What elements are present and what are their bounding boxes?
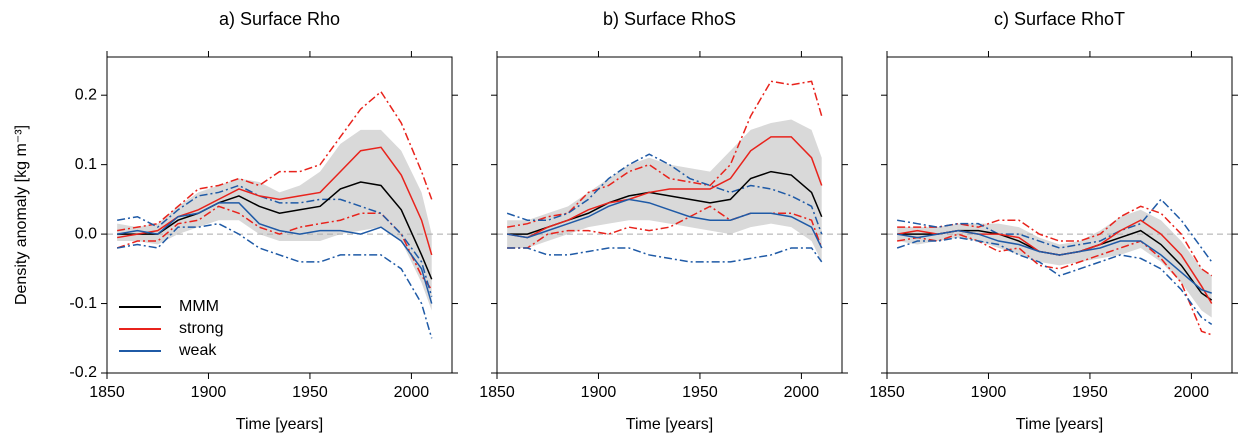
range-line — [897, 198, 1213, 263]
range-line — [117, 90, 433, 232]
x-tick-label: 1900 — [581, 384, 617, 401]
series-line — [117, 202, 433, 304]
y-axis-label: Density anomaly [kg m⁻³] — [13, 125, 30, 305]
range-line — [507, 136, 823, 239]
legend-label: weak — [178, 342, 217, 359]
y-tick-label: 0.0 — [75, 225, 97, 242]
range-line — [117, 184, 433, 297]
plot-frame — [106, 56, 453, 374]
x-tick-label: 1900 — [971, 384, 1007, 401]
x-tick-label: 1850 — [869, 384, 905, 401]
x-axis-label: Time [years] — [1016, 416, 1103, 433]
y-tick-label: -0.1 — [69, 295, 97, 312]
x-tick-label: 1900 — [191, 384, 227, 401]
range-line — [897, 229, 1212, 294]
range-line — [897, 233, 1212, 336]
range-line — [507, 80, 823, 228]
panel-title: b) Surface RhoS — [603, 9, 736, 29]
x-axis-label: Time [years] — [626, 416, 713, 433]
x-tick-label: 1850 — [89, 384, 125, 401]
range-band — [117, 129, 432, 311]
x-tick-label: 2000 — [784, 384, 820, 401]
range-line — [117, 222, 433, 339]
series-line — [117, 146, 433, 256]
x-tick-label: 2000 — [1174, 384, 1210, 401]
range-line — [507, 247, 823, 263]
range-band — [507, 119, 822, 262]
x-axis-label: Time [years] — [236, 416, 323, 433]
x-tick-label: 1950 — [292, 384, 328, 401]
x-tick-label: 2000 — [394, 384, 430, 401]
legend-label: MMM — [179, 298, 219, 315]
legend-label: strong — [179, 320, 223, 337]
range-band — [897, 209, 1212, 318]
x-tick-label: 1950 — [682, 384, 718, 401]
y-tick-label: 0.2 — [75, 86, 97, 103]
x-tick-label: 1850 — [479, 384, 515, 401]
panel-title: c) Surface RhoT — [994, 9, 1125, 29]
series-line — [117, 181, 433, 280]
plot-frame — [886, 56, 1233, 374]
range-line — [507, 198, 823, 249]
range-line — [506, 153, 823, 235]
range-line — [896, 236, 1213, 326]
y-tick-label: -0.2 — [69, 364, 97, 381]
y-tick-label: 0.1 — [75, 156, 97, 173]
x-tick-label: 1950 — [1072, 384, 1108, 401]
plot-frame — [496, 56, 843, 374]
panel-title: a) Surface Rho — [219, 9, 340, 29]
